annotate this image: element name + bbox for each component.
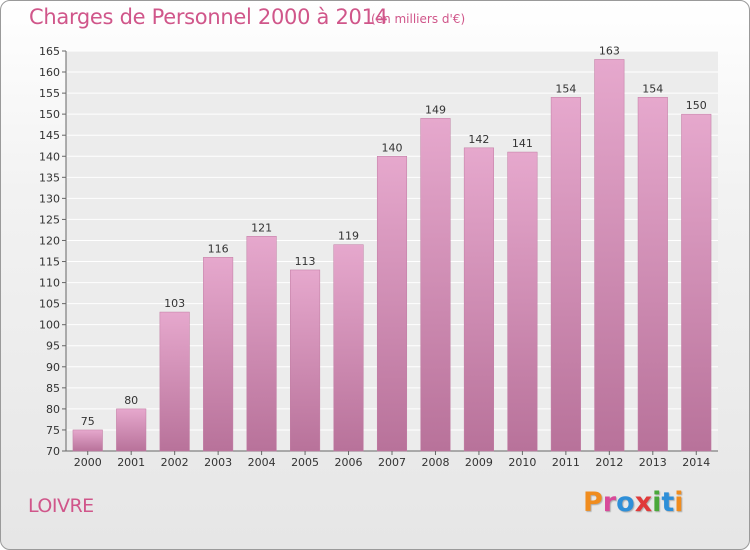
data-label: 154 — [555, 82, 576, 95]
logo-letter: x — [634, 487, 653, 518]
y-tick-label: 110 — [39, 277, 60, 290]
data-label: 140 — [382, 141, 403, 154]
proxiti-logo: Proxiti — [583, 487, 684, 518]
y-tick-label: 130 — [39, 192, 60, 205]
data-label: 149 — [425, 103, 446, 116]
bar — [246, 236, 277, 452]
x-tick-label: 2013 — [639, 456, 667, 469]
bar — [290, 269, 321, 452]
data-label: 75 — [81, 415, 95, 428]
logo-letter: t — [661, 487, 675, 518]
data-label: 116 — [208, 242, 229, 255]
y-tick-label: 85 — [46, 382, 60, 395]
logo-letter: i — [674, 487, 684, 518]
y-tick-label: 135 — [39, 171, 60, 184]
chart-subtitle: (en milliers d'€) — [371, 12, 466, 26]
x-tick-label: 2004 — [248, 456, 276, 469]
bar — [376, 156, 408, 452]
chart-title: Charges de Personnel 2000 à 2014 — [29, 5, 388, 29]
data-label: 150 — [686, 99, 707, 112]
bar — [681, 113, 712, 452]
data-label: 154 — [642, 82, 663, 95]
x-tick-label: 2006 — [335, 456, 363, 469]
x-tick-label: 2011 — [552, 456, 580, 469]
data-label: 141 — [512, 137, 533, 150]
x-tick-label: 2014 — [682, 456, 710, 469]
y-tick-label: 120 — [39, 234, 60, 247]
x-tick-label: 2008 — [421, 456, 449, 469]
x-tick-label: 2010 — [508, 456, 536, 469]
y-tick-label: 145 — [39, 129, 60, 142]
data-label: 119 — [338, 230, 359, 243]
y-tick-label: 115 — [39, 256, 60, 269]
x-tick-label: 2001 — [117, 456, 145, 469]
y-tick-label: 105 — [39, 298, 60, 311]
data-label: 103 — [164, 297, 185, 310]
x-tick-label: 2009 — [465, 456, 493, 469]
bar — [203, 257, 234, 452]
bar — [594, 59, 625, 452]
y-tick-label: 125 — [39, 213, 60, 226]
y-tick-label: 150 — [39, 108, 60, 121]
data-label: 80 — [124, 394, 138, 407]
y-tick-label: 70 — [46, 445, 60, 458]
y-tick-label: 165 — [39, 45, 60, 58]
logo-letter: P — [583, 487, 603, 518]
x-tick-label: 2005 — [291, 456, 319, 469]
bar — [550, 97, 581, 452]
bar — [507, 151, 538, 452]
x-tick-label: 2002 — [161, 456, 189, 469]
data-label: 121 — [251, 221, 272, 234]
bar — [116, 408, 147, 452]
bar — [72, 429, 103, 452]
x-tick-label: 2012 — [595, 456, 623, 469]
y-tick-label: 95 — [46, 340, 60, 353]
data-label: 163 — [599, 44, 620, 57]
y-tick-label: 100 — [39, 319, 60, 332]
y-tick-label: 140 — [39, 150, 60, 163]
logo-letter: o — [616, 487, 635, 518]
bar — [333, 244, 364, 452]
bar — [637, 97, 668, 452]
x-tick-label: 2003 — [204, 456, 232, 469]
y-tick-label: 75 — [46, 424, 60, 437]
y-tick-label: 80 — [46, 403, 60, 416]
x-tick-label: 2007 — [378, 456, 406, 469]
bar — [159, 311, 190, 452]
y-tick-label: 160 — [39, 66, 60, 79]
data-label: 142 — [468, 133, 489, 146]
logo-letter: i — [652, 487, 662, 518]
place-name: LOIVRE — [28, 495, 94, 517]
logo-letter: r — [602, 487, 617, 518]
y-tick-label: 155 — [39, 87, 60, 100]
y-tick-label: 90 — [46, 361, 60, 374]
bar — [420, 118, 451, 452]
x-tick-label: 2000 — [74, 456, 102, 469]
bar — [463, 147, 494, 452]
data-label: 113 — [295, 255, 316, 268]
